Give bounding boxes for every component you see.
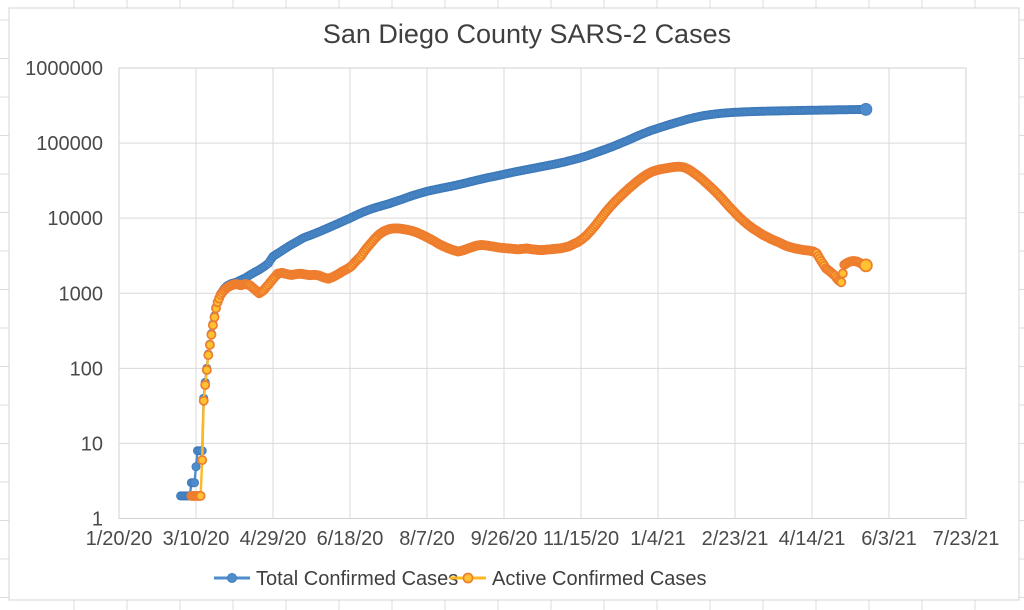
total-data-point bbox=[859, 103, 873, 116]
total-data-point bbox=[189, 478, 199, 488]
active-data-point bbox=[206, 329, 217, 340]
y-axis-tick-label: 100000 bbox=[36, 133, 103, 155]
legend-item-total-confirmed: Total Confirmed Cases bbox=[214, 568, 458, 590]
legend-total-label: Total Confirmed Cases bbox=[256, 568, 458, 590]
y-axis-tick-label: 1 bbox=[92, 509, 103, 531]
total-data-point bbox=[191, 462, 201, 472]
active-data-point bbox=[197, 455, 208, 466]
legend-active-marker-icon bbox=[462, 572, 474, 584]
legend-item-active-confirmed: Active Confirmed Cases bbox=[450, 568, 707, 590]
active-data-point bbox=[203, 350, 214, 361]
legend: Total Confirmed Cases Active Confirmed C… bbox=[214, 568, 707, 590]
x-axis-tick-label: 6/18/20 bbox=[317, 528, 384, 550]
x-axis-tick-label: 1/4/21 bbox=[630, 528, 686, 550]
plot-gridlines bbox=[119, 68, 966, 519]
active-data-point bbox=[836, 277, 847, 288]
x-axis-tick-labels: 1/20/20 3/10/20 4/29/20 6/18/20 8/7/20 9/26/2… bbox=[86, 528, 1000, 550]
x-axis-tick-label: 9/26/20 bbox=[471, 528, 538, 550]
y-axis-tick-label: 100 bbox=[70, 358, 103, 380]
x-axis-tick-label: 1/20/20 bbox=[86, 528, 153, 550]
active-data-point bbox=[200, 380, 211, 390]
active-data-point bbox=[201, 365, 212, 375]
data-series-layer bbox=[176, 103, 873, 501]
y-axis-tick-labels: 1000000 100000 10000 1000 100 10 1 bbox=[25, 58, 103, 531]
x-axis-tick-label: 2/23/21 bbox=[702, 528, 769, 550]
x-axis-tick-label: 4/14/21 bbox=[779, 528, 846, 550]
x-axis-tick-label: 11/15/20 bbox=[543, 528, 619, 550]
x-axis-tick-label: 4/29/20 bbox=[240, 528, 307, 550]
active-data-point bbox=[207, 320, 218, 331]
chart-title: San Diego County SARS-2 Cases bbox=[323, 19, 731, 49]
legend-active-label: Active Confirmed Cases bbox=[492, 568, 707, 590]
active-data-point bbox=[859, 258, 873, 273]
y-axis-tick-label: 10000 bbox=[47, 208, 103, 230]
y-axis-tick-label: 1000 bbox=[59, 283, 104, 305]
active-data-point bbox=[837, 268, 848, 279]
plot-area-border bbox=[118, 67, 967, 519]
active-data-point bbox=[198, 395, 209, 406]
x-axis-tick-label: 8/7/20 bbox=[399, 528, 455, 550]
active-data-point bbox=[209, 312, 220, 323]
chart-frame[interactable] bbox=[8, 7, 1020, 601]
x-axis-tick-label: 3/10/20 bbox=[163, 528, 230, 550]
x-axis-tick-label: 6/3/21 bbox=[861, 528, 917, 550]
active-data-point bbox=[195, 490, 206, 501]
y-axis-tick-label: 10 bbox=[81, 433, 103, 455]
active-data-point bbox=[204, 339, 215, 350]
x-axis-tick-label: 7/23/21 bbox=[933, 528, 1000, 550]
y-axis-tick-label: 1000000 bbox=[25, 58, 103, 80]
active-series-markers bbox=[186, 161, 873, 501]
legend-total-marker-icon bbox=[226, 573, 237, 584]
